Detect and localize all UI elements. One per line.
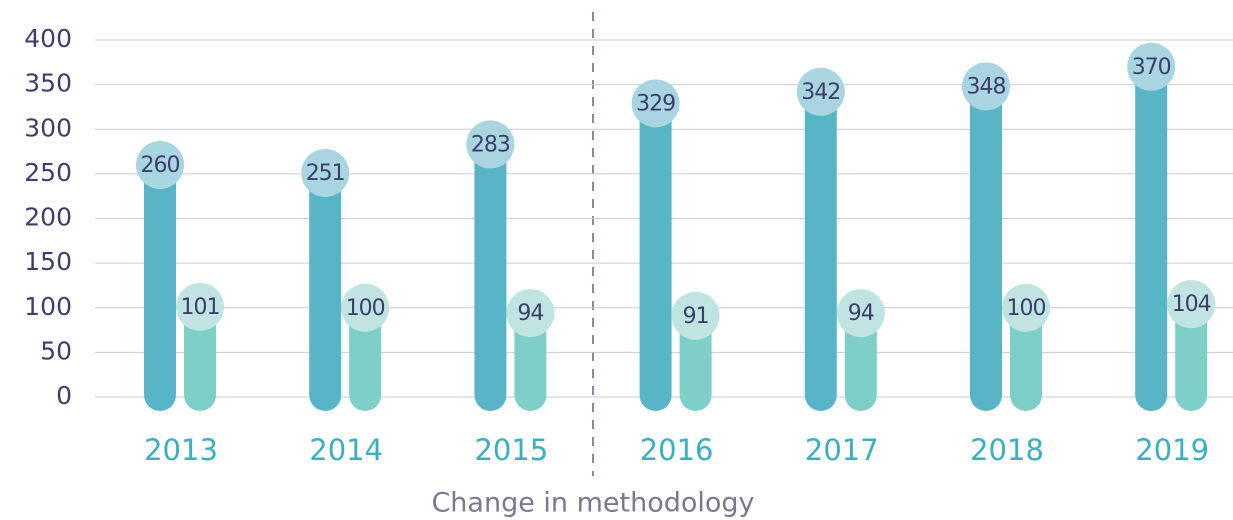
y-tick-label: 150	[24, 247, 72, 276]
value-label: 342	[801, 80, 840, 105]
value-bubble	[1167, 280, 1216, 329]
value-label: 283	[471, 132, 510, 157]
x-tick-label: 2018	[970, 433, 1044, 467]
value-label: 94	[848, 301, 874, 326]
value-bubble	[1127, 42, 1176, 91]
value-bubble	[1002, 283, 1050, 332]
bar	[639, 103, 672, 412]
value-label: 101	[181, 295, 220, 320]
bar	[474, 144, 507, 412]
value-label: 260	[141, 153, 180, 178]
bar	[144, 164, 176, 411]
bar	[309, 172, 342, 411]
y-tick-label: 350	[24, 69, 72, 98]
bar	[1135, 66, 1168, 412]
value-label: 100	[346, 296, 385, 321]
bar	[184, 306, 216, 411]
x-tick-label: 2015	[474, 433, 548, 467]
bar	[514, 313, 547, 411]
bar	[804, 91, 837, 411]
y-tick-label: 100	[24, 292, 72, 321]
value-bubble	[796, 67, 845, 116]
value-bubble	[136, 140, 184, 189]
y-tick-label: 50	[40, 336, 72, 365]
x-tick-label: 2019	[1135, 433, 1209, 467]
value-bubble	[341, 283, 390, 332]
bar	[1010, 307, 1042, 411]
value-bubble	[176, 282, 224, 331]
value-label: 91	[683, 304, 709, 329]
value-bubble	[671, 291, 720, 340]
value-bubble	[506, 289, 555, 338]
y-tick-label: 200	[24, 203, 72, 232]
value-label: 100	[1007, 296, 1046, 321]
value-label: 370	[1132, 55, 1171, 80]
value-bubble	[301, 148, 350, 197]
bar	[1175, 304, 1208, 411]
y-tick-label: 400	[24, 24, 72, 53]
y-tick-label: 0	[56, 381, 72, 410]
annotation: Change in methodology	[431, 488, 754, 519]
value-label: 348	[967, 74, 1006, 99]
x-tick-label: 2017	[805, 433, 879, 467]
x-tick-label: 2016	[640, 433, 714, 467]
value-label: 94	[517, 301, 543, 326]
x-tick-label: 2013	[144, 433, 218, 467]
y-tick-label: 250	[24, 158, 72, 187]
x-tick-label: 2014	[309, 433, 383, 467]
value-bubble	[466, 120, 515, 169]
bar	[970, 86, 1002, 411]
value-label: 251	[306, 161, 345, 186]
bar	[349, 307, 382, 411]
y-tick-label: 300	[24, 113, 72, 142]
bar	[679, 315, 712, 411]
bar	[844, 313, 877, 411]
value-bubble	[962, 62, 1010, 111]
value-label: 104	[1172, 292, 1211, 317]
value-bubble	[836, 289, 885, 338]
value-label: 329	[636, 91, 675, 116]
value-bubble	[631, 79, 680, 128]
